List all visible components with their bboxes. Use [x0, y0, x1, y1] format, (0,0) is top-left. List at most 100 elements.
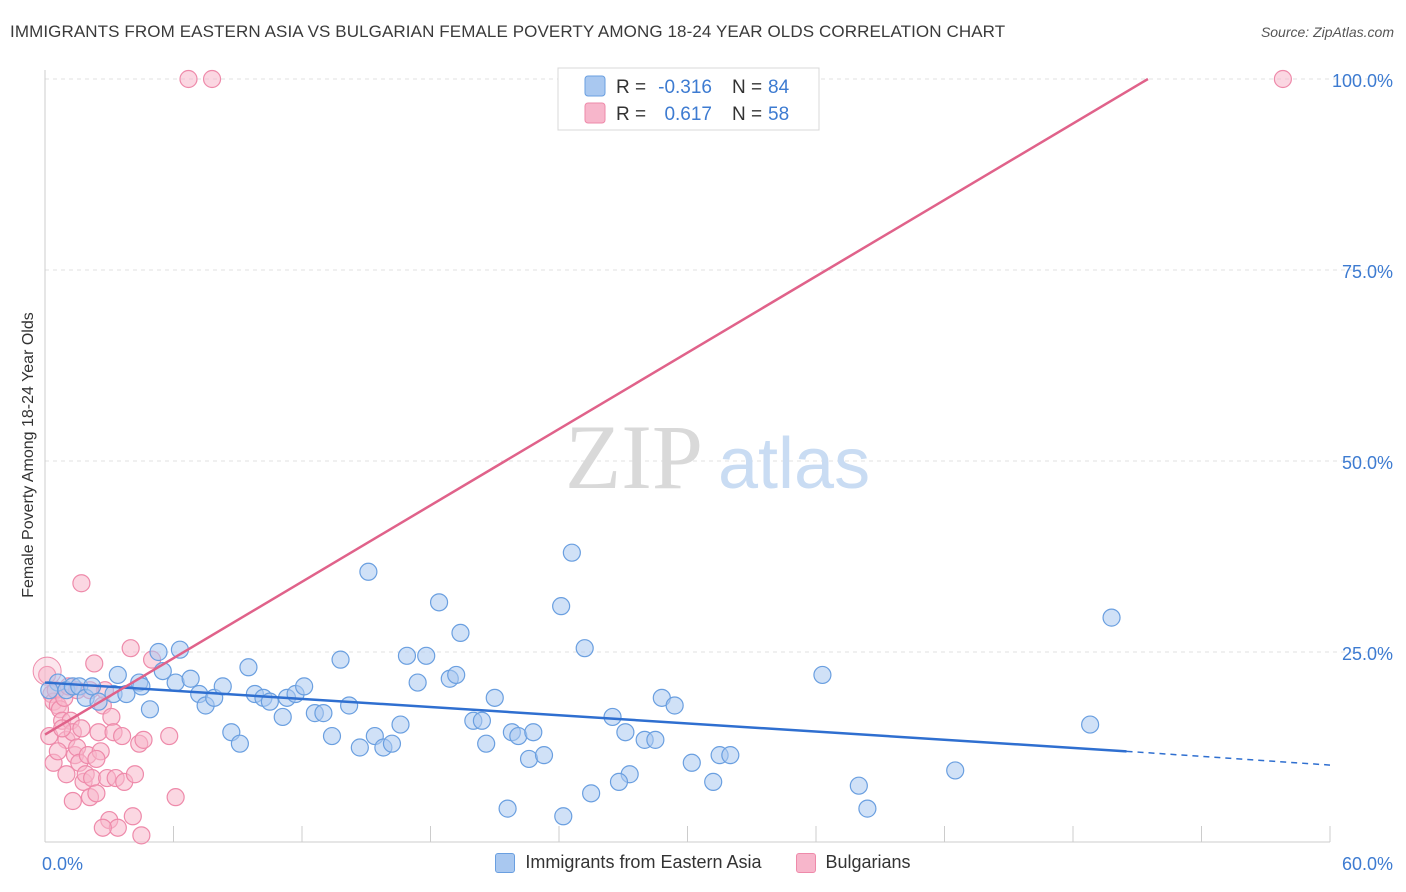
point-bulgarians — [72, 719, 91, 738]
point-eastern-asia — [472, 711, 491, 730]
legend-n-value-2: 58 — [768, 104, 789, 125]
point-bulgarians — [123, 807, 142, 826]
point-eastern-asia — [813, 665, 832, 685]
point-eastern-asia — [391, 715, 410, 734]
point-eastern-asia — [858, 799, 877, 818]
point-bulgarians — [1273, 69, 1292, 89]
bottom-legend-swatch-pink — [795, 852, 816, 873]
watermark-atlas: atlas — [718, 424, 870, 504]
y-tick-label: 75.0% — [1342, 262, 1393, 282]
legend-box: R = -0.316 N = 84 R = 0.617 N = 58 — [557, 67, 820, 131]
legend-swatch-pink — [584, 102, 606, 124]
point-bulgarians — [125, 765, 145, 784]
trend-lines — [44, 77, 1331, 766]
point-bulgarians — [72, 574, 91, 593]
point-bulgarians — [102, 707, 121, 727]
point-eastern-asia — [704, 772, 723, 791]
point-eastern-asia — [408, 673, 427, 692]
point-bulgarians — [202, 69, 222, 89]
point-eastern-asia — [485, 688, 504, 707]
point-bulgarians — [48, 742, 67, 761]
point-eastern-asia — [682, 753, 701, 772]
point-eastern-asia — [382, 734, 402, 753]
point-eastern-asia — [230, 734, 249, 753]
point-eastern-asia — [140, 700, 160, 719]
chart-source: Source: ZipAtlas.com — [1260, 24, 1394, 40]
point-eastern-asia — [562, 543, 581, 562]
bottom-legend-label-eastern-asia: Immigrants from Eastern Asia — [525, 852, 762, 872]
point-eastern-asia — [166, 673, 185, 692]
point-eastern-asia — [665, 696, 684, 715]
point-bulgarians — [112, 726, 132, 746]
point-eastern-asia — [295, 677, 314, 696]
bottom-legend: Immigrants from Eastern Asia Bulgarians — [0, 852, 1406, 873]
point-eastern-asia — [534, 746, 554, 765]
watermark: ZIP atlas — [565, 406, 870, 508]
x-tick-label: 0.0% — [42, 854, 83, 874]
watermark-zip: ZIP — [565, 406, 703, 508]
point-bulgarians — [63, 791, 82, 811]
point-bulgarians — [57, 765, 76, 784]
trend-line-bulgarians — [44, 77, 1149, 736]
point-eastern-asia — [417, 646, 436, 665]
point-eastern-asia — [181, 669, 200, 688]
point-eastern-asia — [477, 734, 496, 753]
point-bulgarians — [166, 788, 185, 807]
point-eastern-asia — [609, 772, 629, 791]
point-eastern-asia — [849, 776, 868, 795]
point-eastern-asia — [616, 723, 635, 742]
trend-line-eastern-asia-extension — [1126, 750, 1331, 766]
point-eastern-asia — [575, 639, 594, 658]
point-eastern-asia — [340, 696, 359, 715]
y-tick-label: 50.0% — [1342, 453, 1393, 473]
grid-lines — [45, 78, 1390, 653]
point-eastern-asia — [429, 593, 449, 612]
point-eastern-asia — [447, 665, 466, 685]
point-eastern-asia — [331, 650, 350, 669]
legend-n-value-1: 84 — [768, 77, 790, 98]
bottom-legend-label-bulgarians: Bulgarians — [825, 852, 911, 872]
point-eastern-asia — [108, 665, 127, 685]
series-bulgarians — [32, 69, 1292, 845]
legend-swatch-blue — [584, 75, 606, 97]
point-bulgarians — [134, 730, 153, 749]
bottom-legend-item-bulgarians: Bulgarians — [795, 852, 911, 873]
point-bulgarians — [121, 639, 140, 658]
point-bulgarians — [160, 726, 179, 746]
point-eastern-asia — [1081, 715, 1100, 734]
point-eastern-asia — [646, 730, 665, 749]
point-eastern-asia — [603, 707, 622, 727]
point-eastern-asia — [397, 646, 417, 665]
tick-labels: 25.0% 50.0% 75.0% 100.0% 0.0% 60.0% — [42, 71, 1393, 874]
point-eastern-asia — [509, 726, 528, 746]
bottom-legend-swatch-blue — [495, 852, 516, 873]
point-eastern-asia — [1102, 608, 1121, 627]
bottom-legend-item-eastern-asia: Immigrants from Eastern Asia — [495, 852, 762, 873]
point-eastern-asia — [524, 723, 543, 742]
point-eastern-asia — [498, 799, 517, 818]
series-eastern-asia — [40, 543, 1121, 826]
x-tick-label: 60.0% — [1342, 854, 1393, 874]
y-tick-label: 100.0% — [1332, 71, 1393, 91]
point-bulgarians — [85, 654, 104, 673]
legend-r-value-2: 0.617 — [664, 104, 712, 125]
axes — [44, 70, 1331, 843]
point-eastern-asia — [239, 658, 258, 677]
point-bulgarians — [93, 818, 112, 837]
point-eastern-asia — [314, 704, 333, 723]
legend-r-value-1: -0.316 — [658, 77, 712, 98]
point-bulgarians — [87, 784, 106, 803]
point-eastern-asia — [721, 746, 740, 765]
trend-line-eastern-asia — [44, 681, 1127, 753]
point-bulgarians — [87, 749, 106, 769]
legend-n-label-1: N = — [732, 77, 762, 98]
point-eastern-asia — [554, 807, 573, 826]
point-eastern-asia — [273, 707, 292, 727]
point-eastern-asia — [519, 749, 539, 769]
point-eastern-asia — [552, 597, 571, 616]
point-eastern-asia — [359, 562, 378, 581]
point-bulgarians — [179, 69, 198, 89]
point-eastern-asia — [350, 738, 369, 757]
point-eastern-asia — [946, 761, 965, 780]
